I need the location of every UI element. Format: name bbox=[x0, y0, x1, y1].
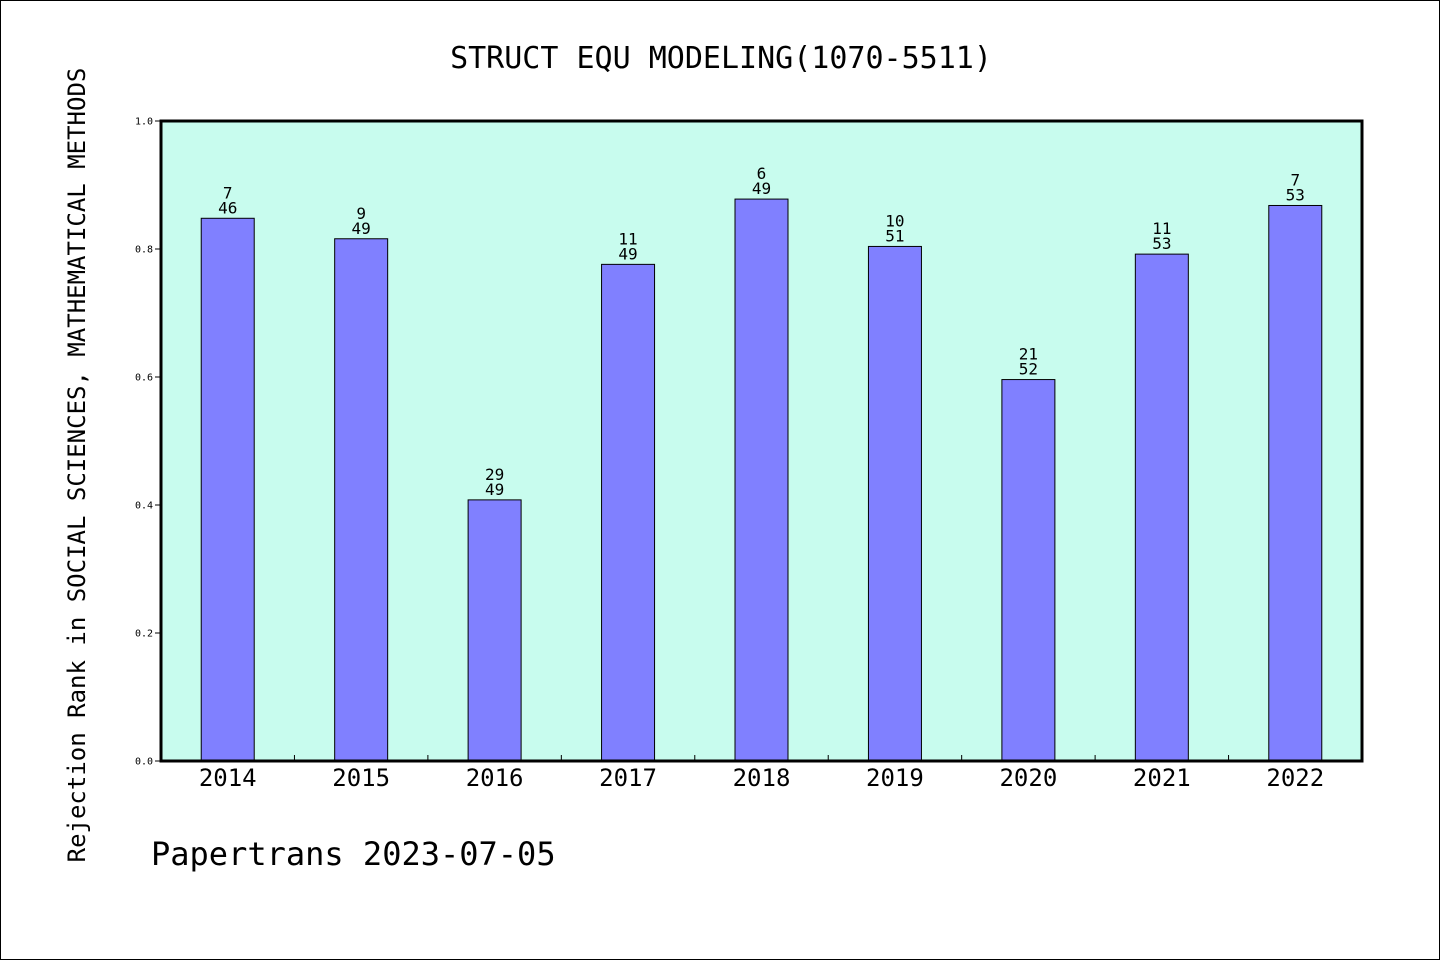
bar-2015 bbox=[334, 238, 389, 762]
x-tick-label: 2021 bbox=[1133, 764, 1191, 792]
bar-2014 bbox=[200, 217, 255, 762]
plot-border bbox=[159, 119, 1364, 763]
bar-rank-label: 29 bbox=[485, 465, 504, 484]
x-tick-label: 2015 bbox=[332, 764, 390, 792]
bar-total-label: 49 bbox=[485, 480, 504, 499]
bar-2017 bbox=[601, 263, 656, 762]
y-tick-label: 1.0 bbox=[135, 117, 153, 128]
bar-rank-label: 7 bbox=[1290, 170, 1300, 189]
x-tick-label: 2019 bbox=[866, 764, 924, 792]
bar-2020 bbox=[1001, 379, 1056, 762]
bar-total-label: 49 bbox=[352, 219, 371, 238]
bar-2022 bbox=[1268, 204, 1323, 762]
bar-rank-label: 21 bbox=[1019, 345, 1038, 364]
bar-rank-label: 10 bbox=[885, 211, 904, 230]
y-axis-label: Rejection Rank in SOCIAL SCIENCES, MATHE… bbox=[63, 68, 91, 863]
x-tick-label: 2014 bbox=[199, 764, 257, 792]
bar-total-label: 53 bbox=[1152, 234, 1171, 253]
y-tick-label: 0.6 bbox=[135, 373, 153, 384]
chart-title: STRUCT EQU MODELING(1070-5511) bbox=[450, 41, 992, 76]
bar-rank-label: 11 bbox=[1152, 219, 1171, 238]
bar-rank-label: 9 bbox=[356, 204, 366, 223]
bar-total-label: 46 bbox=[218, 198, 237, 217]
y-axis-ticks: 0.0 0.2 0.4 0.6 0.8 1.0 bbox=[135, 117, 161, 768]
x-tick-label: 2017 bbox=[599, 764, 657, 792]
bar-rank-label: 6 bbox=[757, 164, 767, 183]
x-tick-label: 2020 bbox=[999, 764, 1057, 792]
y-tick-label: 0.2 bbox=[135, 629, 153, 640]
bar-total-label: 52 bbox=[1019, 360, 1038, 379]
x-tick-label: 2022 bbox=[1266, 764, 1324, 792]
footer-credit: Papertrans 2023-07-05 bbox=[151, 835, 556, 873]
bar-2018 bbox=[734, 198, 789, 762]
y-tick-label: 0.8 bbox=[135, 245, 153, 256]
y-tick-label: 0.4 bbox=[135, 501, 153, 512]
bar-total-label: 49 bbox=[752, 179, 771, 198]
bar-total-label: 53 bbox=[1286, 185, 1305, 204]
x-axis-ticks: 2014 2015 2016 2017 2018 2019 2020 2021 2022 bbox=[199, 755, 1324, 792]
bar-total-label: 49 bbox=[618, 244, 637, 263]
bar-2021 bbox=[1134, 253, 1189, 762]
bar-rank-label: 11 bbox=[618, 229, 637, 248]
bar-rank-label: 7 bbox=[223, 183, 233, 202]
x-tick-label: 2018 bbox=[733, 764, 791, 792]
bar-total-label: 51 bbox=[885, 226, 904, 245]
bar-2016 bbox=[467, 499, 522, 762]
bar-2019 bbox=[867, 245, 922, 762]
y-tick-label: 0.0 bbox=[135, 757, 153, 768]
x-tick-label: 2016 bbox=[466, 764, 524, 792]
